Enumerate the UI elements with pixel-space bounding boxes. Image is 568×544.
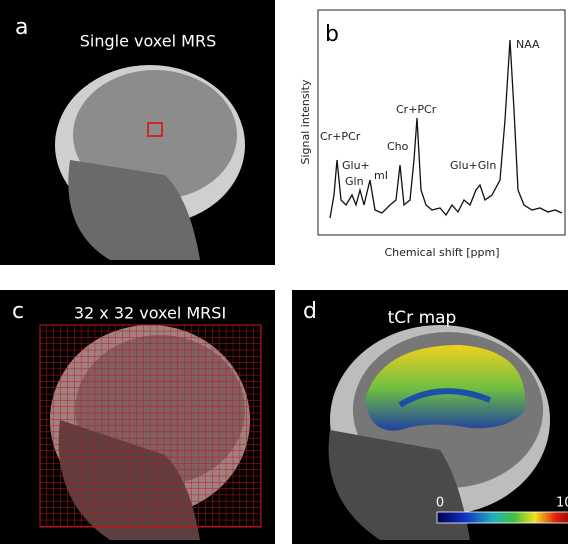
panel-letter: c: [12, 299, 24, 324]
peak-label: Cr+PCr: [320, 130, 361, 143]
colorbar: [437, 512, 568, 523]
panel-d: d tCr map 0 10: [292, 290, 568, 544]
figure: a Single voxel MRS b Signal intensity Ch…: [0, 0, 568, 544]
panel-b: b Signal intensity Chemical shift [ppm] …: [299, 10, 565, 259]
y-axis-label: Signal intensity: [299, 79, 312, 164]
panel-a: a Single voxel MRS: [0, 0, 275, 265]
panel-title: Single voxel MRS: [80, 32, 216, 51]
panel-c: c 32 x 32 voxel MRSI: [0, 290, 275, 544]
panel-letter: a: [15, 15, 28, 40]
colorbar-label: 10: [556, 496, 568, 511]
panel-title: 32 x 32 voxel MRSI: [74, 304, 226, 323]
peak-label: Glu+Gln: [450, 159, 496, 172]
colorbar-label: 0: [436, 496, 444, 511]
peak-label: Gln: [345, 175, 364, 188]
peak-label: Cr+PCr: [396, 103, 437, 116]
voxel-grid: [40, 325, 261, 527]
panel-letter: d: [303, 299, 317, 324]
x-axis-label: Chemical shift [ppm]: [384, 246, 499, 259]
peak-label: Cho: [387, 140, 409, 153]
peak-label: NAA: [516, 38, 540, 51]
peak-label: mI: [374, 169, 388, 182]
peak-label: Glu+: [342, 159, 370, 172]
panel-letter: b: [325, 22, 339, 47]
panel-title: tCr map: [388, 308, 457, 328]
